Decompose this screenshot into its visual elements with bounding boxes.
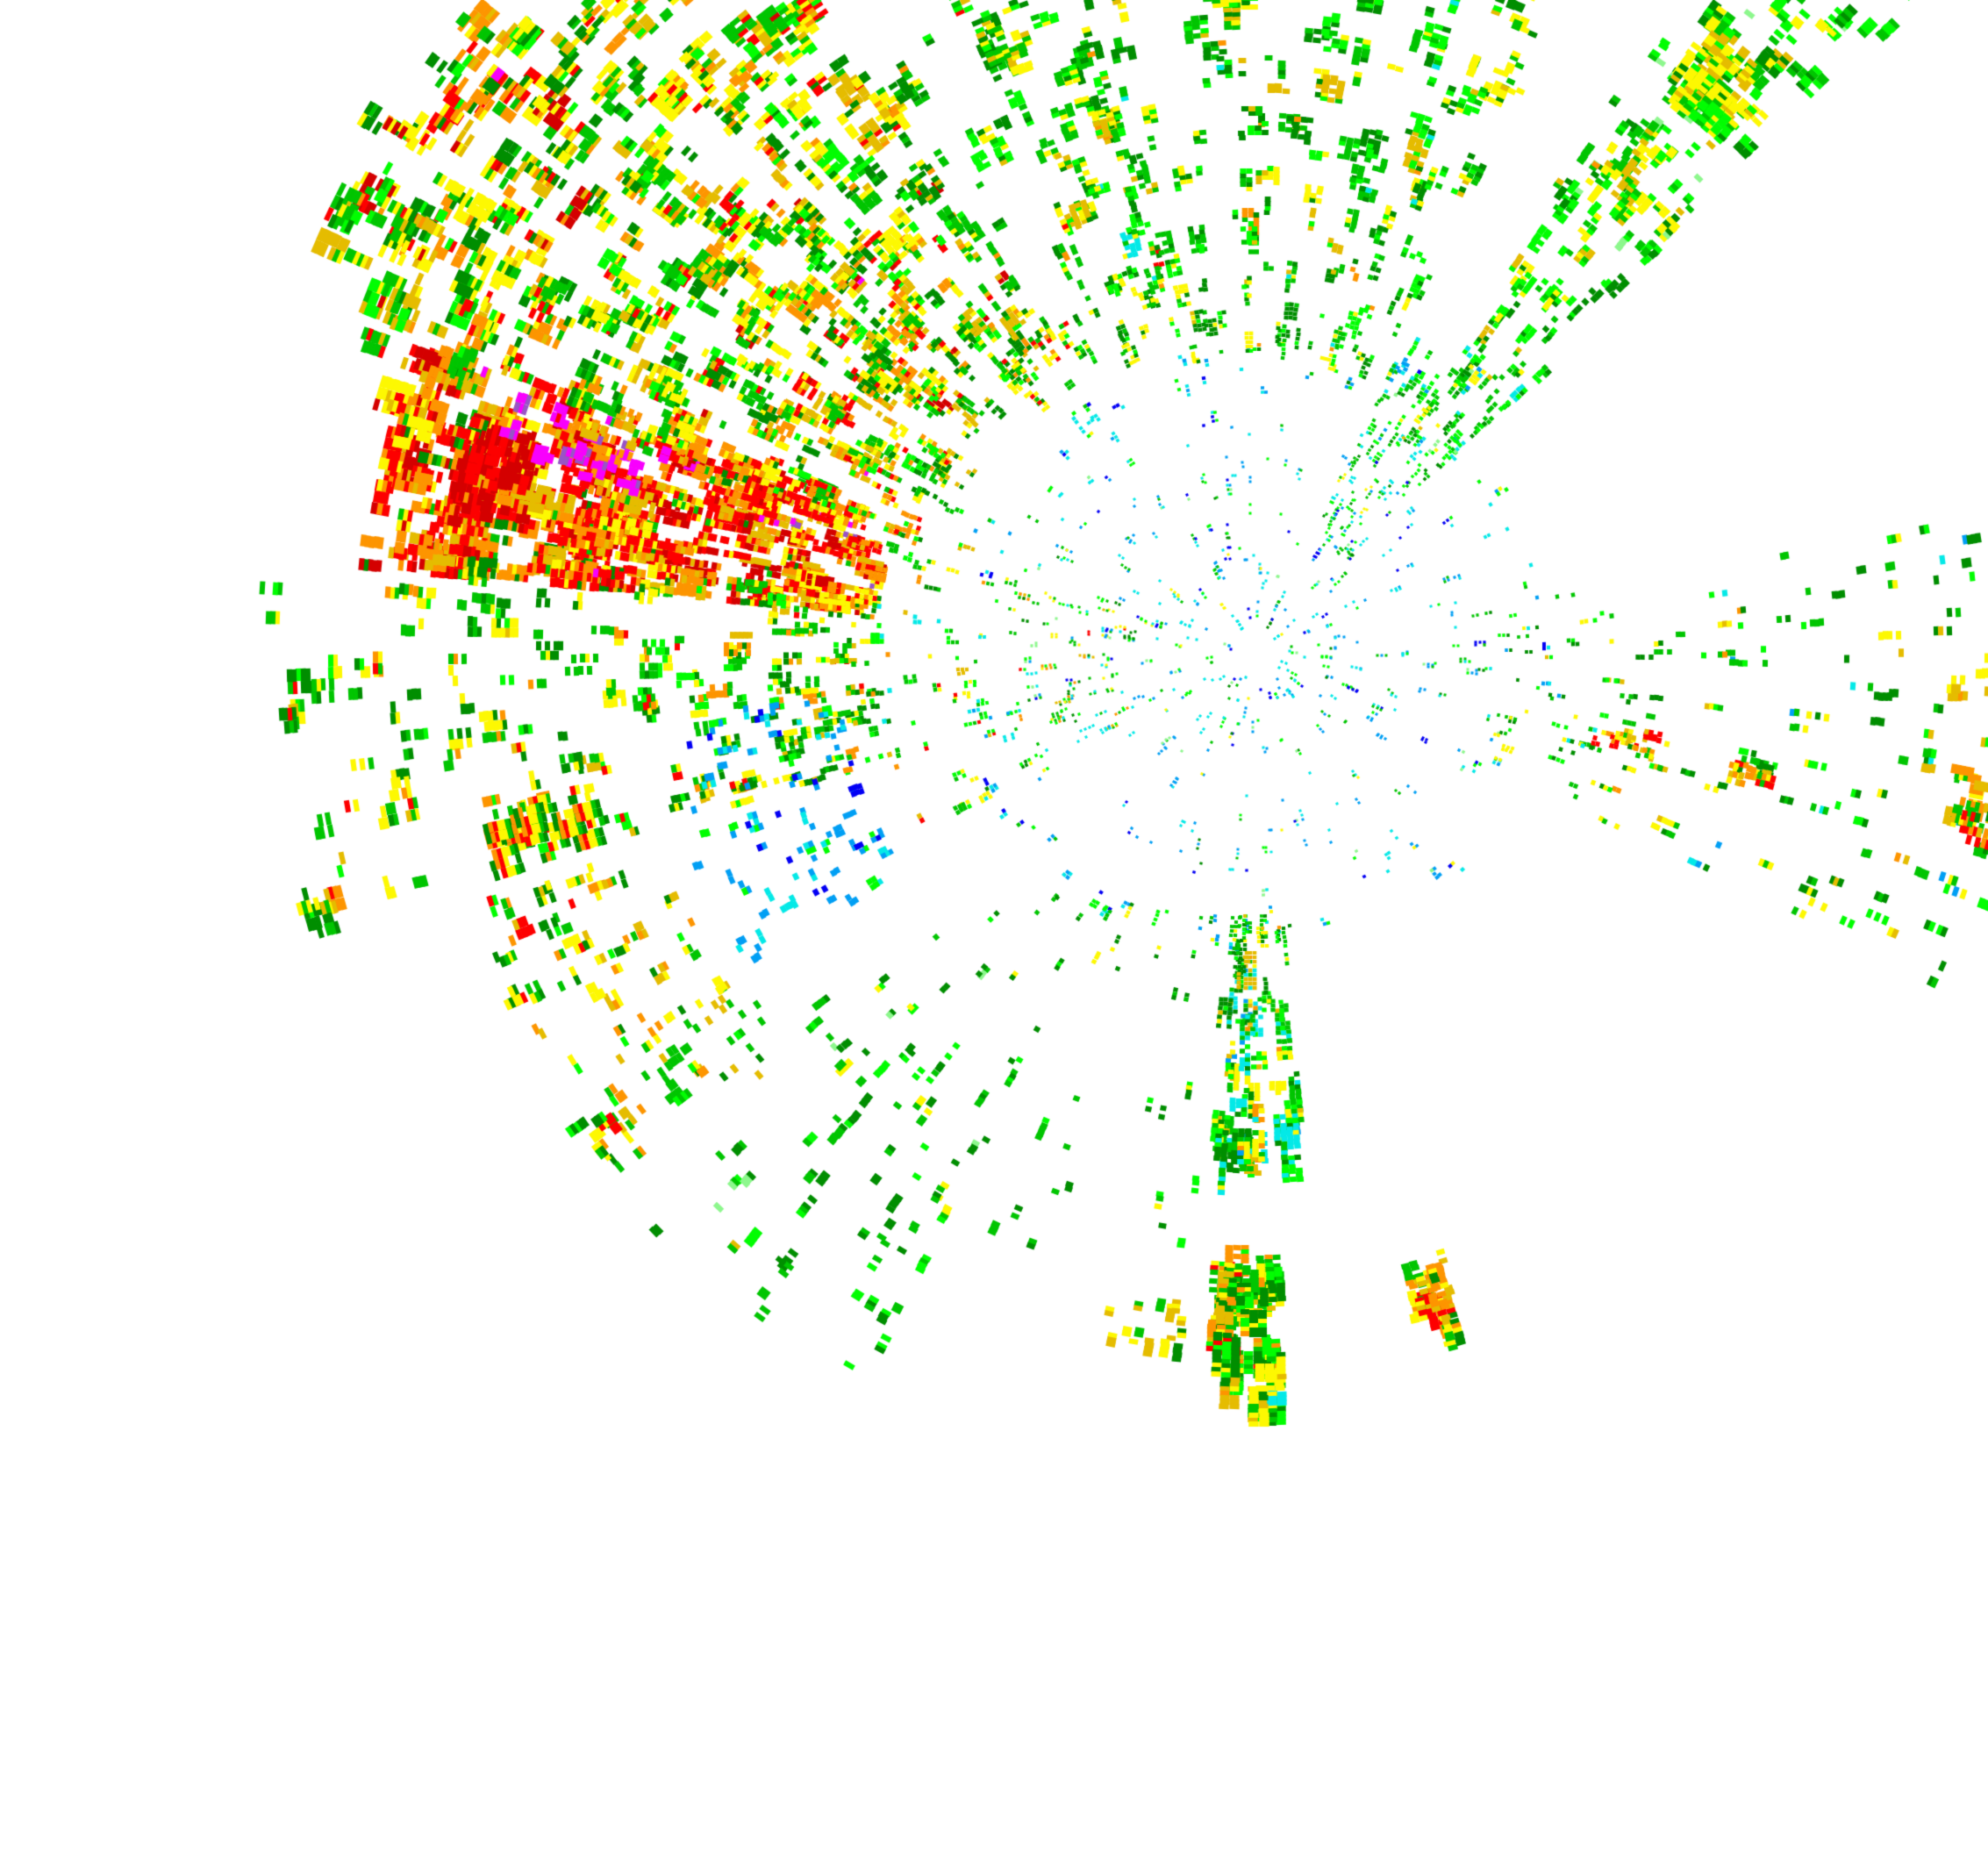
radar-display bbox=[0, 0, 1988, 1875]
radar-reflectivity-canvas bbox=[0, 0, 1988, 1875]
